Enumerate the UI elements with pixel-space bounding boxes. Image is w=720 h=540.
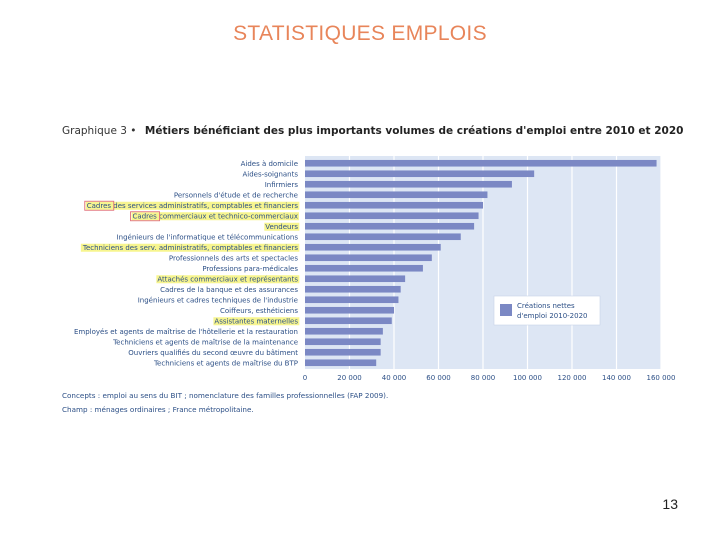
bar <box>305 317 392 325</box>
x-tick-label: 0 <box>303 374 307 382</box>
category-label: Cadres de la banque et des assurances <box>160 286 298 294</box>
label-highlight <box>213 317 300 326</box>
category-label: Ouvriers qualifiés du second œuvre du bâ… <box>128 349 298 357</box>
legend-label: Créations nettes <box>517 302 575 310</box>
category-label: Ingénieurs de l'informatique et télécomm… <box>117 233 299 241</box>
label-highlight <box>264 222 300 231</box>
x-tick-label: 140 000 <box>602 374 631 382</box>
bar <box>305 233 461 241</box>
bar <box>305 327 383 335</box>
chart-heading: Graphique 3 • Métiers bénéficiant des pl… <box>62 121 683 138</box>
legend-swatch <box>500 304 512 316</box>
category-label: Techniciens et agents de maîtrise de la … <box>112 338 298 346</box>
category-label: Infirmiers <box>265 181 299 189</box>
chart-title: Métiers bénéficiant des plus importants … <box>145 125 684 137</box>
bar <box>305 222 475 230</box>
x-axis: 0 20 000 40 000 60 000 80 000 100 000 120 000 1… <box>303 374 676 382</box>
category-label: Employés et agents de maîtrise de l'hôte… <box>74 328 298 336</box>
label-box <box>84 200 115 211</box>
chart-heading-prefix: Graphique 3 • <box>62 125 136 137</box>
label-box <box>130 211 160 222</box>
category-label: Techniciens des serv. administratifs, co… <box>82 244 298 252</box>
legend-label: d'emploi 2010-2020 <box>517 312 588 320</box>
legend: Créations nettes d'emploi 2010-2020 <box>493 295 601 326</box>
bar <box>305 180 512 188</box>
bar <box>305 264 423 272</box>
bar <box>305 338 381 346</box>
bar <box>305 201 483 209</box>
bar <box>305 306 394 314</box>
x-tick-label: 80 000 <box>471 374 496 382</box>
category-label: Cadres commerciaux et technico-commercia… <box>133 212 298 220</box>
x-tick-label: 60 000 <box>426 374 451 382</box>
plot-area <box>305 156 662 369</box>
x-tick-label: 120 000 <box>558 374 587 382</box>
category-label: Aides à domicile <box>241 160 298 168</box>
category-label: Coiffeurs, esthéticiens <box>220 307 298 315</box>
category-label: Vendeurs <box>265 223 298 231</box>
bar <box>305 296 399 304</box>
category-label: Attachés commerciaux et représentants <box>157 275 298 283</box>
concepts-note: Concepts : emploi au sens du BIT ; nomen… <box>62 391 388 400</box>
bar <box>305 170 535 178</box>
bar <box>305 191 488 199</box>
bar <box>305 275 406 283</box>
label-highlight <box>131 212 299 221</box>
bar <box>305 159 657 167</box>
label-highlight <box>156 275 300 284</box>
category-labels: Aides à domicile Aides-soignants Infirmier… <box>74 160 300 367</box>
bar <box>305 285 401 293</box>
category-label: Ingénieurs et cadres techniques de l'ind… <box>138 296 298 304</box>
category-label: Cadres des services administratifs, comp… <box>87 202 299 210</box>
x-tick-label: 160 000 <box>647 374 676 382</box>
category-label: Assistantes maternelles <box>214 317 298 325</box>
page-number: 13 <box>662 496 678 512</box>
category-label: Personnels d'étude et de recherche <box>174 191 298 199</box>
category-label: Techniciens et agents de maîtrise du BTP <box>153 359 298 367</box>
label-highlight <box>80 243 300 252</box>
bar <box>305 243 441 251</box>
category-label: Professionnels des arts et spectacles <box>169 254 298 262</box>
category-label: Professions para-médicales <box>202 265 298 273</box>
label-highlight <box>85 201 300 210</box>
bar <box>305 359 377 367</box>
x-tick-label: 100 000 <box>513 374 542 382</box>
category-label: Aides-soignants <box>242 170 298 178</box>
scope-note: Champ : ménages ordinaires ; France métr… <box>62 405 254 414</box>
x-tick-label: 20 000 <box>337 374 362 382</box>
slide-title: STATISTIQUES EMPLOIS <box>233 22 487 45</box>
bar <box>305 212 479 220</box>
x-tick-label: 40 000 <box>382 374 407 382</box>
bar <box>305 254 432 262</box>
bar <box>305 348 381 356</box>
